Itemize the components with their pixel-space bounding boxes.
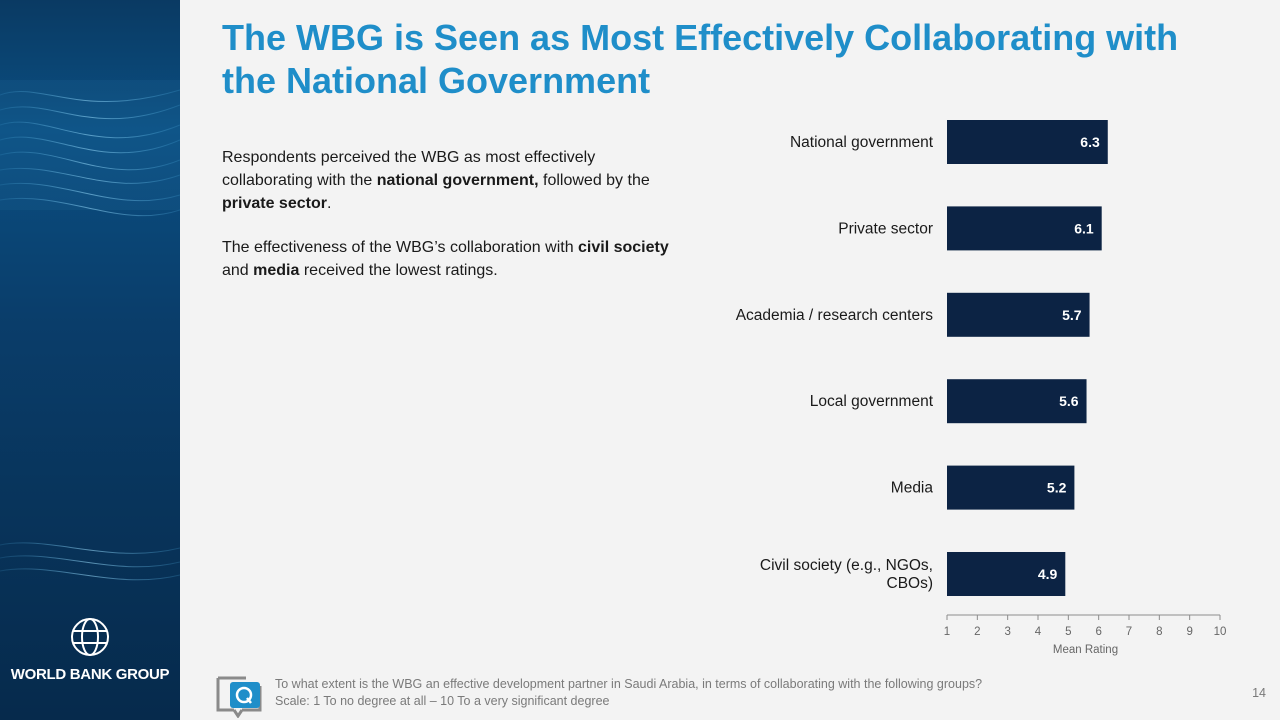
bar-value-label: 5.2 — [1047, 480, 1067, 496]
bold-run: civil society — [578, 239, 669, 256]
category-label-line: CBOs) — [887, 575, 934, 592]
text-run: received the lowest ratings. — [299, 262, 498, 279]
brand-sidebar: WORLD BANK GROUP — [0, 0, 180, 720]
question-bubble-icon — [216, 676, 262, 718]
category-label-line: Academia / research centers — [736, 307, 934, 324]
category-label-line: Private sector — [838, 220, 933, 237]
globe-icon — [71, 618, 109, 656]
x-tick-label: 9 — [1186, 626, 1192, 638]
survey-footnote: To what extent is the WBG an effective d… — [275, 676, 982, 710]
page-title: The WBG is Seen as Most Effectively Coll… — [222, 17, 1179, 101]
x-tick-label: 6 — [1095, 626, 1101, 638]
sidebar-wave-pattern — [0, 80, 180, 581]
footnote-question: To what extent is the WBG an effective d… — [275, 677, 983, 691]
category-label-line: Media — [891, 480, 934, 497]
text-run: The effectiveness of the WBG’s collabora… — [222, 239, 579, 256]
summary-text: Respondents perceived the WBG as most ef… — [222, 146, 672, 303]
x-tick-label: 4 — [1035, 626, 1042, 638]
category-label-line: National government — [790, 134, 934, 151]
x-tick-label: 5 — [1065, 626, 1071, 638]
footnote-scale: Scale: 1 To no degree at all – 10 To a v… — [275, 694, 610, 708]
bold-run: media — [253, 262, 300, 279]
bar — [947, 292, 1090, 337]
bar-value-label: 5.7 — [1062, 307, 1082, 323]
mean-rating-bar-chart: 6.3 National government 6.1 Private sector 5… — [736, 120, 1227, 656]
bold-run: national government, — [376, 172, 539, 189]
category-label: National government — [790, 134, 934, 151]
page-number: 14 — [1252, 686, 1266, 700]
bar — [947, 552, 1066, 596]
x-tick-label: 8 — [1156, 626, 1162, 638]
bar-value-label: 5.6 — [1059, 393, 1079, 409]
text-run: followed by the — [538, 172, 650, 189]
bar-value-label: 6.3 — [1080, 134, 1100, 150]
bar-value-label: 4.9 — [1038, 566, 1058, 582]
bar — [947, 465, 1075, 510]
category-label: Private sector — [838, 220, 933, 237]
x-axis-title: Mean Rating — [1053, 644, 1118, 656]
bold-run: private sector — [222, 195, 327, 212]
bar — [947, 379, 1087, 424]
category-label: Academia / research centers — [736, 307, 934, 324]
category-label: Media — [891, 480, 934, 497]
logo-text: WORLD BANK GROUP — [10, 666, 170, 683]
x-tick-label: 1 — [944, 626, 950, 638]
bar-value-label: 6.1 — [1074, 220, 1094, 236]
category-label-line: Civil society (e.g., NGOs, — [760, 557, 933, 574]
text-run: and — [222, 262, 254, 279]
x-tick-label: 2 — [974, 626, 980, 638]
bar — [947, 206, 1102, 251]
bar — [947, 120, 1108, 164]
summary-paragraph-2: The effectiveness of the WBG’s collabora… — [222, 236, 672, 282]
category-label: Local government — [810, 393, 934, 410]
x-tick-label: 3 — [1004, 626, 1010, 638]
text-run: . — [326, 195, 332, 212]
x-tick-label: 10 — [1214, 626, 1227, 638]
category-label-line: Local government — [810, 393, 934, 410]
text-run: Respondents perceived the WBG as most ef… — [222, 149, 596, 189]
summary-paragraph-1: Respondents perceived the WBG as most ef… — [222, 146, 672, 215]
x-tick-label: 7 — [1126, 626, 1132, 638]
world-bank-logo: WORLD BANK GROUP — [0, 616, 180, 683]
category-label: Civil society (e.g., NGOs, CBOs) — [760, 557, 933, 592]
